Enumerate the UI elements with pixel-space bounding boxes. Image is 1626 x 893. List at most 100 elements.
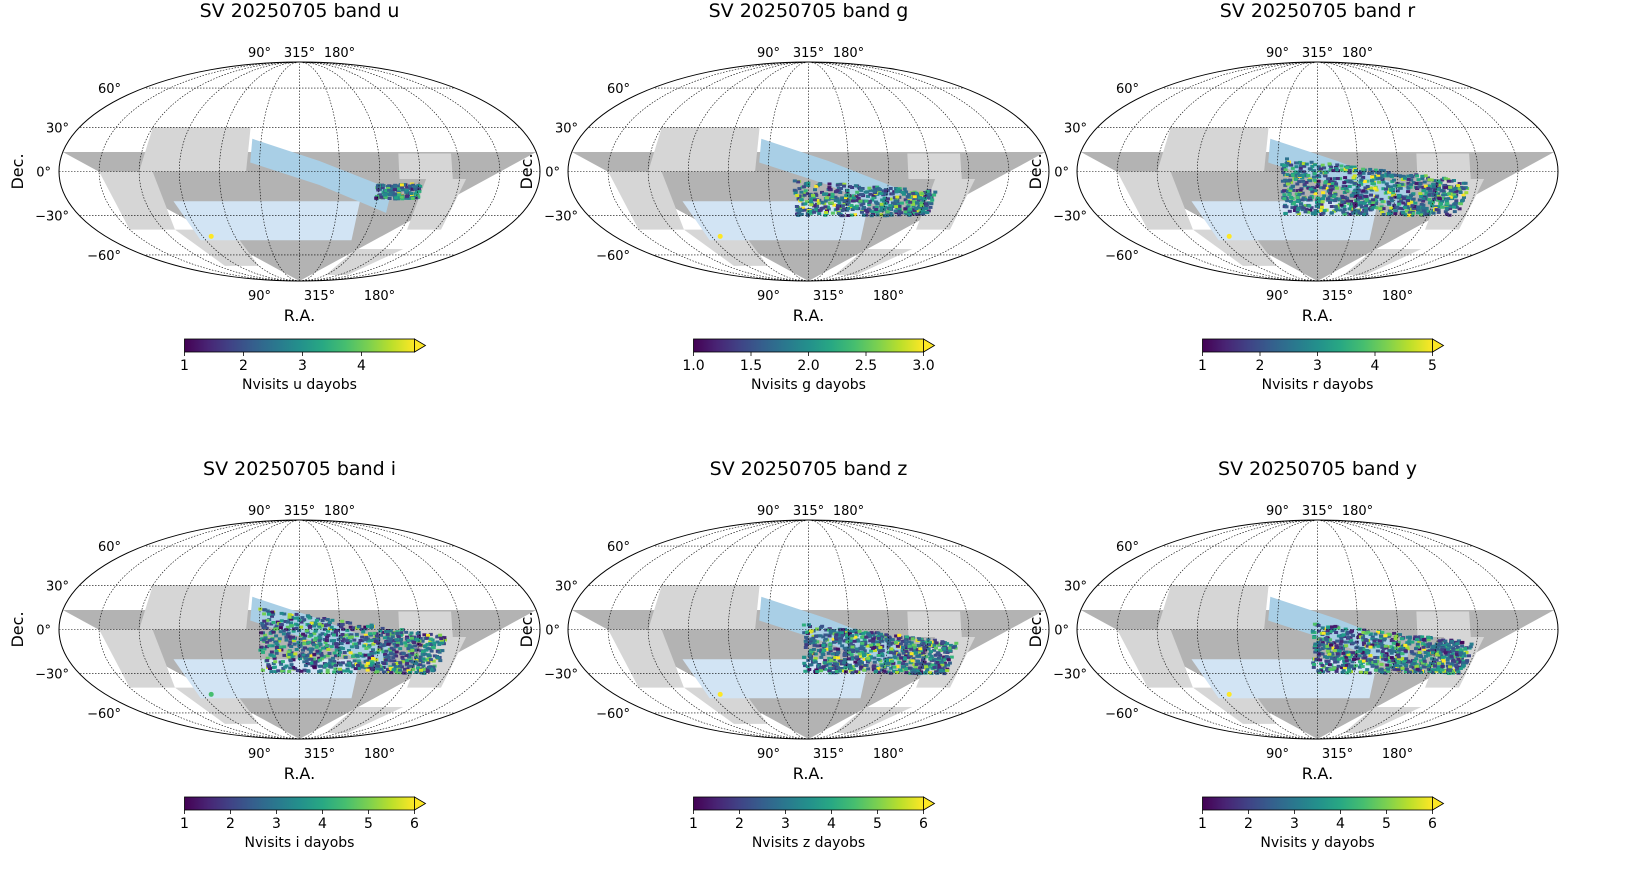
visit-cell [852, 628, 857, 632]
visit-cell [1384, 646, 1389, 650]
visit-cell [371, 657, 375, 660]
visit-cell [419, 671, 424, 675]
visit-cell [859, 665, 864, 669]
visit-cell [267, 644, 272, 648]
visit-cell [333, 667, 338, 671]
visit-cell [1301, 179, 1306, 183]
visit-cell [378, 629, 383, 633]
visit-cell [438, 641, 443, 645]
visit-cell [890, 192, 895, 196]
visit-cell [1347, 669, 1352, 673]
visit-cell [1446, 178, 1451, 182]
visit-cell [1400, 207, 1405, 211]
visit-cell [1363, 189, 1368, 193]
visit-cell [1440, 655, 1445, 659]
visit-cell [1320, 200, 1325, 204]
visit-cell [1416, 635, 1421, 639]
visit-cell [1310, 185, 1315, 189]
visit-cell [1312, 172, 1317, 176]
visit-cell [1312, 646, 1317, 650]
visit-cell [1361, 648, 1366, 651]
visit-cell [1381, 169, 1386, 173]
visit-cell [386, 657, 390, 661]
visit-cell [857, 629, 862, 633]
visit-cell [1431, 192, 1436, 196]
visit-cell [1313, 644, 1317, 648]
visit-cell [1390, 199, 1394, 203]
visit-cell [1389, 173, 1394, 177]
visit-cell [1361, 631, 1366, 634]
visit-cell [405, 188, 410, 192]
visit-cell [1447, 213, 1452, 217]
survey-stripe [1268, 138, 1410, 213]
visit-cell [1364, 204, 1369, 208]
visit-cell [404, 190, 409, 194]
visit-cell [1317, 671, 1322, 674]
visit-cell [902, 192, 906, 196]
visit-cell [890, 638, 895, 642]
visit-cell [315, 649, 320, 653]
visit-cell [1440, 199, 1445, 203]
dec-tick-label: −30° [544, 668, 578, 683]
visit-cell [323, 646, 328, 650]
visit-cell [894, 650, 899, 654]
visit-cell [925, 667, 930, 671]
visit-cell [802, 185, 806, 189]
visit-cell [912, 646, 917, 650]
visit-cell [1420, 177, 1425, 181]
visit-cell [802, 655, 807, 659]
visit-cell [905, 205, 910, 209]
colorbar-label: Nvisits i dayobs [245, 835, 355, 851]
visit-cell [941, 641, 946, 644]
visit-cell [868, 639, 873, 643]
visit-cell [832, 662, 837, 666]
visit-cell [400, 197, 405, 201]
visit-cell [429, 667, 434, 671]
visit-cell [1392, 631, 1397, 635]
visit-cell [1417, 647, 1422, 651]
visit-cell [1385, 663, 1390, 667]
visit-heatmap [801, 623, 959, 676]
visit-cell [384, 189, 389, 193]
visit-cell [287, 653, 292, 656]
visit-cell [886, 645, 891, 649]
colorbar-tick-label: 2.0 [797, 358, 819, 374]
visit-cell [1319, 167, 1324, 171]
visit-cell [1401, 201, 1406, 205]
visit-cell [286, 655, 291, 659]
panel-y: SV 20250705 band y90° 315° 180°90° 315° 180°… [1026, 458, 1559, 851]
visit-cell [928, 671, 932, 675]
ra-gridline [808, 62, 1010, 281]
visit-cell [1430, 664, 1435, 668]
visit-cell [1446, 656, 1451, 660]
visit-cell [866, 194, 870, 198]
visit-cell [927, 643, 931, 647]
visit-cell [1398, 648, 1403, 652]
visit-cell [904, 649, 909, 653]
visit-cell [1405, 209, 1409, 213]
visit-cell [841, 661, 846, 665]
visit-cell [1341, 196, 1346, 200]
visit-cell [1449, 654, 1454, 658]
visit-cell [1358, 201, 1363, 205]
visit-cell [828, 629, 833, 633]
map-outline [58, 519, 541, 740]
visit-cell [1364, 209, 1369, 213]
colorbar-tick-label: 5 [364, 816, 373, 832]
visit-cell [365, 668, 370, 672]
visit-cell [285, 633, 290, 636]
map-layer [568, 520, 1049, 739]
visit-cell [1436, 194, 1441, 198]
visit-cell [1298, 169, 1303, 173]
visit-cell [869, 631, 874, 635]
visit-cell [917, 196, 922, 200]
visit-cell [1419, 195, 1424, 198]
visit-cell [324, 639, 329, 642]
visit-cell [874, 200, 878, 204]
visit-cell [833, 652, 838, 656]
visit-cell [1313, 209, 1318, 213]
visit-cell [288, 666, 293, 670]
visit-cell [325, 618, 330, 621]
visit-cell [272, 656, 277, 660]
visit-cell [814, 668, 819, 672]
